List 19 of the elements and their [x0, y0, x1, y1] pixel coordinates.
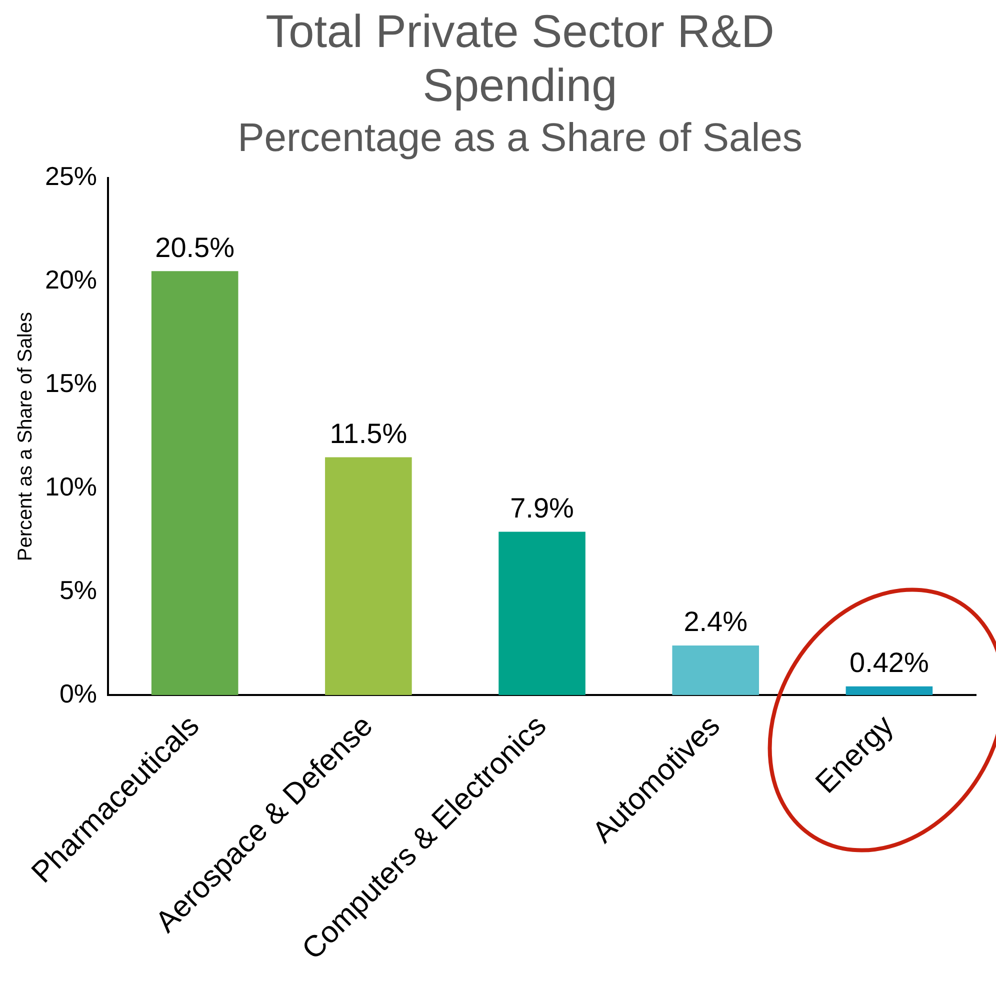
bar [672, 645, 760, 696]
data-label: 0.42% [850, 647, 929, 678]
chart-title: Total Private Sector R&D Spending [264, 4, 776, 112]
y-axis-title: Percent as a Share of Sales [14, 312, 37, 562]
y-tick-label: 0% [59, 678, 98, 708]
y-tick-label: 20% [44, 264, 98, 295]
bar [325, 457, 412, 696]
data-label: 20.5% [155, 232, 235, 263]
data-label: 11.5% [330, 418, 408, 449]
y-tick-label: 5% [59, 574, 98, 605]
y-tick-label: 15% [44, 368, 98, 398]
y-tick-label: 10% [44, 471, 98, 502]
data-label: 2.4% [684, 606, 748, 638]
y-tick-label: 25% [44, 161, 98, 192]
bar [498, 532, 586, 696]
bar [151, 271, 238, 696]
chart-subtitle: Percentage as a Share of Sales [236, 115, 804, 162]
data-label: 7.9% [510, 492, 574, 524]
bar [846, 686, 933, 696]
